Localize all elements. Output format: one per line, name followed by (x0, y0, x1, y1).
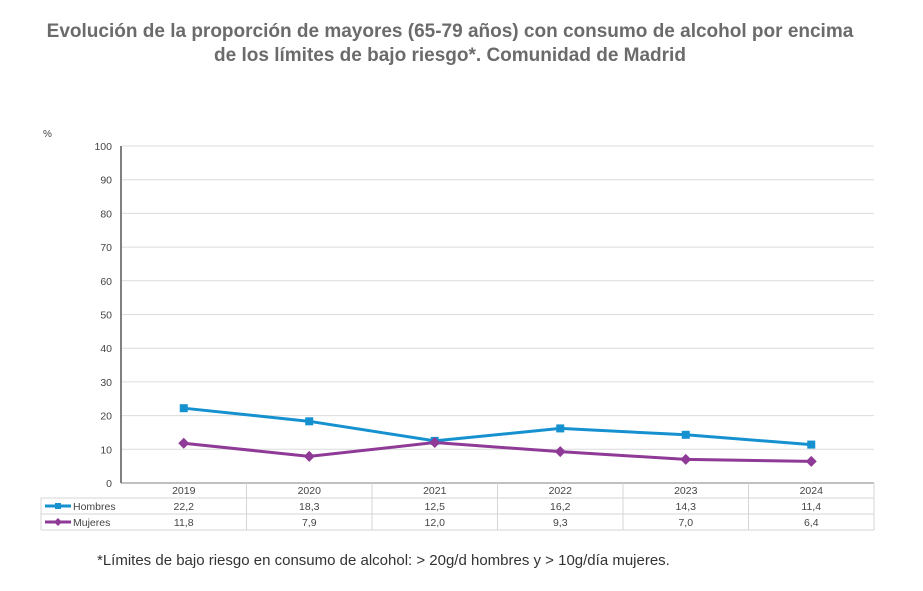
data-label: 7,0 (678, 517, 693, 529)
data-label: 18,3 (299, 501, 320, 513)
data-point (305, 417, 314, 426)
y-tick-label: 70 (100, 242, 112, 254)
data-point (680, 453, 692, 465)
data-label: 9,3 (553, 517, 568, 529)
footnote: *Límites de bajo riesgo en consumo de al… (97, 552, 670, 569)
data-label: 12,0 (425, 517, 446, 529)
data-label: 14,3 (676, 501, 697, 513)
data-label: 11,8 (174, 517, 194, 529)
legend-marker (55, 503, 61, 509)
title-line-1: Evolución de la proporción de mayores (6… (46, 21, 854, 42)
chart-title: Evolución de la proporción de mayores (6… (0, 20, 900, 68)
data-point (556, 424, 565, 433)
legend-marker (54, 518, 62, 526)
data-point (807, 440, 816, 449)
x-tick-label: 2020 (298, 485, 322, 497)
x-tick-label: 2019 (172, 485, 196, 497)
y-tick-label: 90 (100, 175, 112, 187)
data-label: 22,2 (174, 501, 195, 513)
data-point (429, 437, 441, 449)
data-label: 16,2 (550, 501, 571, 513)
x-tick-label: 2023 (674, 485, 698, 497)
data-label: 7,9 (302, 517, 317, 529)
data-label: 11,4 (801, 501, 821, 513)
legend-label: Mujeres (73, 517, 110, 529)
y-tick-label: 40 (100, 343, 112, 355)
y-tick-label: 50 (100, 310, 112, 322)
y-tick-label: 80 (100, 208, 112, 220)
x-tick-label: 2021 (423, 485, 447, 497)
series-line-hombres (183, 406, 812, 447)
data-point (554, 446, 566, 458)
data-point (681, 430, 690, 439)
y-tick-label: 100 (94, 141, 112, 153)
data-point (179, 404, 188, 413)
title-line-2: de los límites de bajo riesgo*. Comunida… (214, 45, 686, 66)
y-tick-label: 10 (100, 444, 112, 456)
y-tick-label: 0 (106, 478, 112, 490)
data-point (805, 455, 817, 467)
data-point (303, 450, 315, 462)
y-axis-label: % (43, 129, 52, 140)
x-tick-label: 2024 (800, 485, 824, 497)
legend-label: Hombres (73, 501, 116, 513)
y-tick-label: 30 (100, 377, 112, 389)
x-tick-label: 2022 (549, 485, 573, 497)
data-label: 12,5 (425, 501, 446, 513)
y-tick-label: 60 (100, 276, 112, 288)
data-point (178, 437, 190, 449)
data-label: 6,4 (804, 517, 819, 529)
series-line-mujeres (183, 441, 812, 463)
y-tick-label: 20 (100, 411, 112, 423)
